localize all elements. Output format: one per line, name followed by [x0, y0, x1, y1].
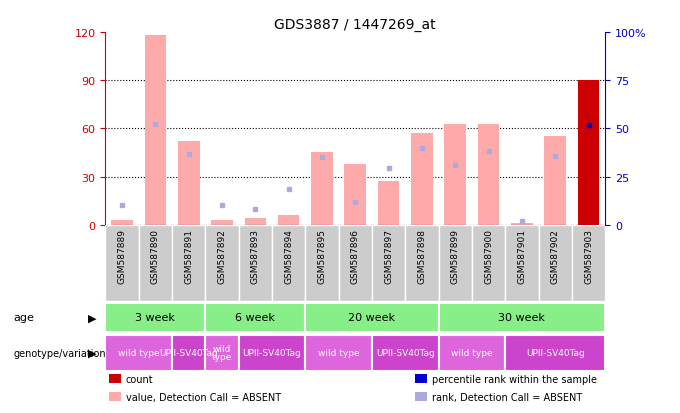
FancyBboxPatch shape — [339, 225, 372, 301]
FancyBboxPatch shape — [172, 225, 205, 301]
Text: 3 week: 3 week — [135, 313, 175, 323]
FancyBboxPatch shape — [572, 225, 605, 301]
Text: ▶: ▶ — [88, 313, 96, 323]
Text: UPII-SV40Tag: UPII-SV40Tag — [159, 349, 218, 358]
Text: GSM587890: GSM587890 — [151, 229, 160, 284]
FancyBboxPatch shape — [439, 303, 605, 332]
Text: percentile rank within the sample: percentile rank within the sample — [432, 374, 597, 384]
FancyBboxPatch shape — [105, 303, 205, 332]
FancyBboxPatch shape — [139, 225, 172, 301]
Title: GDS3887 / 1447269_at: GDS3887 / 1447269_at — [275, 18, 436, 32]
FancyBboxPatch shape — [439, 225, 472, 301]
Text: GSM587900: GSM587900 — [484, 229, 493, 284]
Text: GSM587896: GSM587896 — [351, 229, 360, 284]
FancyBboxPatch shape — [305, 225, 339, 301]
Text: GSM587898: GSM587898 — [418, 229, 426, 284]
Text: GSM587897: GSM587897 — [384, 229, 393, 284]
FancyBboxPatch shape — [239, 225, 272, 301]
FancyBboxPatch shape — [272, 225, 305, 301]
Text: UPII-SV40Tag: UPII-SV40Tag — [376, 349, 435, 358]
Bar — [345, 164, 366, 225]
Bar — [478, 124, 499, 225]
Bar — [411, 134, 432, 225]
Bar — [378, 182, 399, 225]
Text: wild type: wild type — [451, 349, 493, 358]
Text: GSM587893: GSM587893 — [251, 229, 260, 284]
FancyBboxPatch shape — [305, 335, 372, 371]
FancyBboxPatch shape — [205, 335, 239, 371]
FancyBboxPatch shape — [372, 225, 405, 301]
FancyBboxPatch shape — [239, 335, 305, 371]
FancyBboxPatch shape — [205, 303, 305, 332]
Bar — [145, 36, 166, 225]
FancyBboxPatch shape — [539, 225, 572, 301]
Bar — [112, 220, 133, 225]
Text: GSM587889: GSM587889 — [118, 229, 126, 284]
Text: rank, Detection Call = ABSENT: rank, Detection Call = ABSENT — [432, 392, 582, 402]
Bar — [445, 124, 466, 225]
Text: GSM587895: GSM587895 — [318, 229, 326, 284]
Text: 20 week: 20 week — [348, 313, 396, 323]
FancyBboxPatch shape — [405, 225, 439, 301]
Text: 6 week: 6 week — [235, 313, 275, 323]
FancyBboxPatch shape — [305, 303, 439, 332]
Text: wild type: wild type — [318, 349, 360, 358]
Text: wild
type: wild type — [212, 345, 232, 361]
Bar — [511, 223, 532, 225]
Bar — [311, 153, 333, 225]
Bar — [211, 220, 233, 225]
Text: count: count — [126, 374, 154, 384]
Text: GSM587903: GSM587903 — [584, 229, 593, 284]
Bar — [178, 142, 199, 225]
Text: ▶: ▶ — [88, 348, 96, 358]
Text: GSM587891: GSM587891 — [184, 229, 193, 284]
Text: value, Detection Call = ABSENT: value, Detection Call = ABSENT — [126, 392, 281, 402]
Text: age: age — [14, 313, 35, 323]
FancyBboxPatch shape — [205, 225, 239, 301]
FancyBboxPatch shape — [439, 335, 505, 371]
Bar — [578, 81, 599, 225]
Text: GSM587899: GSM587899 — [451, 229, 460, 284]
Text: UPII-SV40Tag: UPII-SV40Tag — [526, 349, 585, 358]
Text: genotype/variation: genotype/variation — [14, 348, 106, 358]
Text: GSM587902: GSM587902 — [551, 229, 560, 284]
Text: GSM587894: GSM587894 — [284, 229, 293, 284]
Text: UPII-SV40Tag: UPII-SV40Tag — [243, 349, 301, 358]
FancyBboxPatch shape — [105, 225, 139, 301]
FancyBboxPatch shape — [505, 225, 539, 301]
Bar — [545, 137, 566, 225]
FancyBboxPatch shape — [172, 335, 205, 371]
Bar — [245, 219, 266, 225]
Text: GSM587892: GSM587892 — [218, 229, 226, 284]
FancyBboxPatch shape — [505, 335, 605, 371]
FancyBboxPatch shape — [105, 335, 172, 371]
Text: GSM587901: GSM587901 — [517, 229, 526, 284]
Text: 30 week: 30 week — [498, 313, 545, 323]
FancyBboxPatch shape — [472, 225, 505, 301]
FancyBboxPatch shape — [372, 335, 439, 371]
Text: wild type: wild type — [118, 349, 160, 358]
Bar — [278, 216, 299, 225]
